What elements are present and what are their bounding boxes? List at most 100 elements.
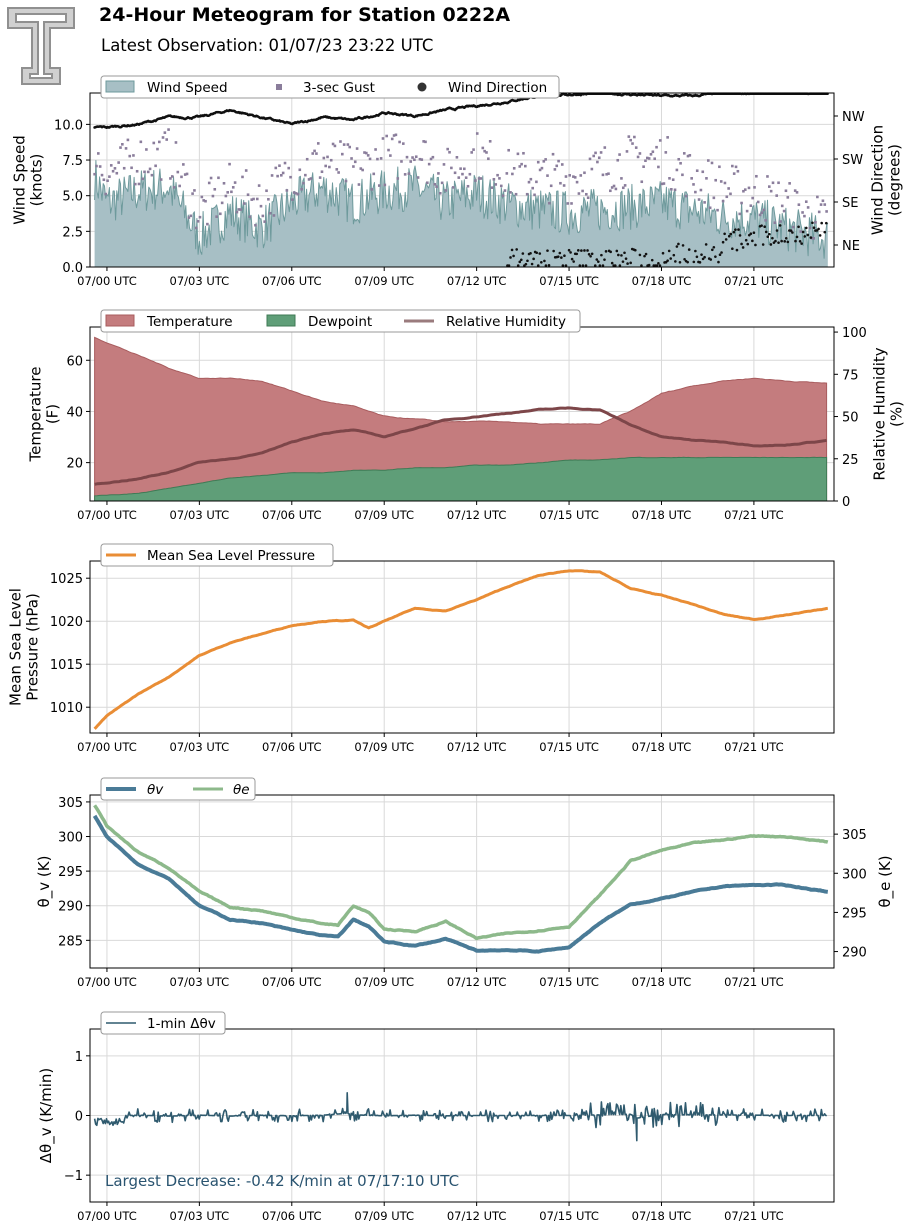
gust-point	[444, 189, 448, 192]
gust-point	[228, 162, 231, 166]
gust-point	[756, 200, 760, 204]
gust-point	[636, 155, 640, 159]
gust-point	[159, 178, 163, 181]
gust-point	[176, 170, 180, 174]
gust-point	[158, 140, 161, 144]
direction-point	[626, 262, 629, 265]
gust-point	[170, 175, 174, 178]
x-tick-label: 07/12 UTC	[447, 508, 507, 522]
y2-tick-label: 295	[842, 906, 867, 921]
gust-point	[747, 186, 751, 190]
direction-point	[572, 260, 575, 263]
gust-point	[108, 175, 111, 178]
gust-point	[668, 177, 671, 180]
direction-point	[516, 264, 520, 267]
gust-point	[450, 166, 453, 170]
direction-point	[597, 260, 600, 263]
direction-point	[580, 249, 583, 252]
gust-point	[407, 172, 411, 175]
direction-point	[794, 239, 797, 243]
gust-point	[690, 177, 693, 180]
x-tick-label: 07/09 UTC	[354, 975, 414, 989]
gust-point	[231, 186, 235, 189]
gust-point	[352, 165, 355, 168]
y2-tick-label: 75	[842, 368, 859, 383]
direction-point	[544, 264, 548, 267]
direction-point	[520, 258, 523, 262]
gust-point	[437, 172, 440, 175]
direction-point	[546, 249, 549, 252]
gust-point	[612, 184, 616, 188]
direction-point	[803, 235, 807, 238]
x-tick-label: 07/21 UTC	[724, 508, 784, 522]
gust-point	[760, 211, 764, 214]
gust-point	[559, 181, 562, 185]
gust-point	[646, 156, 649, 160]
gust-point	[507, 148, 510, 152]
y-axis-label-line: Wind Speed	[11, 135, 29, 225]
x-tick-label: 07/09 UTC	[354, 1209, 414, 1223]
legend-theta-e-label: θe	[233, 782, 250, 798]
gust-point	[304, 173, 307, 177]
gust-point	[553, 168, 557, 171]
direction-point	[823, 230, 827, 234]
gust-point	[366, 154, 370, 157]
y2-tick-label: NE	[842, 239, 860, 254]
gust-point	[418, 157, 422, 161]
gust-point	[472, 148, 475, 151]
gust-point	[651, 150, 655, 154]
x-tick-label: 07/15 UTC	[539, 508, 599, 522]
y-axis-label-text: θ_v (K)	[35, 856, 54, 908]
direction-point	[731, 247, 734, 250]
gust-point	[390, 137, 394, 141]
y-tick-label: 5.0	[62, 190, 83, 205]
gust-point	[653, 157, 657, 161]
y2-tick-label: 25	[842, 453, 859, 468]
gust-point	[627, 135, 631, 138]
gust-point	[292, 191, 296, 194]
gust-point	[309, 177, 313, 180]
direction-point	[763, 225, 766, 229]
gust-point	[655, 145, 658, 149]
gust-point	[803, 214, 806, 218]
gust-point	[729, 192, 732, 196]
gust-point	[311, 152, 315, 155]
y-tick-label: 1	[75, 1050, 83, 1065]
x-tick-label: 07/18 UTC	[632, 1209, 692, 1223]
direction-point	[666, 259, 669, 262]
gust-point	[801, 211, 804, 214]
direction-point	[740, 242, 743, 246]
direction-point	[560, 256, 563, 259]
gust-point	[586, 196, 590, 200]
gust-point	[365, 151, 368, 155]
direction-point	[587, 252, 591, 256]
gust-point	[531, 186, 535, 190]
gust-point	[538, 168, 542, 172]
y2-tick-label: 305	[842, 828, 867, 843]
gust-point	[413, 158, 416, 162]
gust-point	[115, 171, 119, 175]
gust-point	[786, 196, 790, 199]
gust-point	[224, 194, 228, 198]
direction-point	[686, 260, 689, 264]
gust-point	[470, 151, 474, 154]
x-tick-label: 07/15 UTC	[539, 740, 599, 754]
gust-point	[342, 143, 346, 146]
gust-point	[588, 157, 592, 161]
gust-point	[207, 181, 211, 185]
x-tick-label: 07/06 UTC	[262, 508, 322, 522]
gust-point	[570, 202, 573, 205]
gust-point	[156, 147, 159, 151]
gust-point	[440, 181, 444, 185]
direction-point	[738, 234, 742, 237]
gust-point	[701, 170, 705, 174]
gust-point	[525, 192, 529, 196]
gust-point	[755, 174, 758, 178]
largest-decrease-annotation: Largest Decrease: -0.42 K/min at 07/17:1…	[105, 1172, 459, 1190]
direction-point	[584, 264, 588, 267]
legend-wind-speed-label: Wind Speed	[147, 80, 228, 96]
dewpoint-area	[94, 456, 828, 502]
direction-point	[751, 239, 754, 243]
gust-point	[372, 172, 376, 176]
x-tick-label: 07/21 UTC	[724, 975, 784, 989]
